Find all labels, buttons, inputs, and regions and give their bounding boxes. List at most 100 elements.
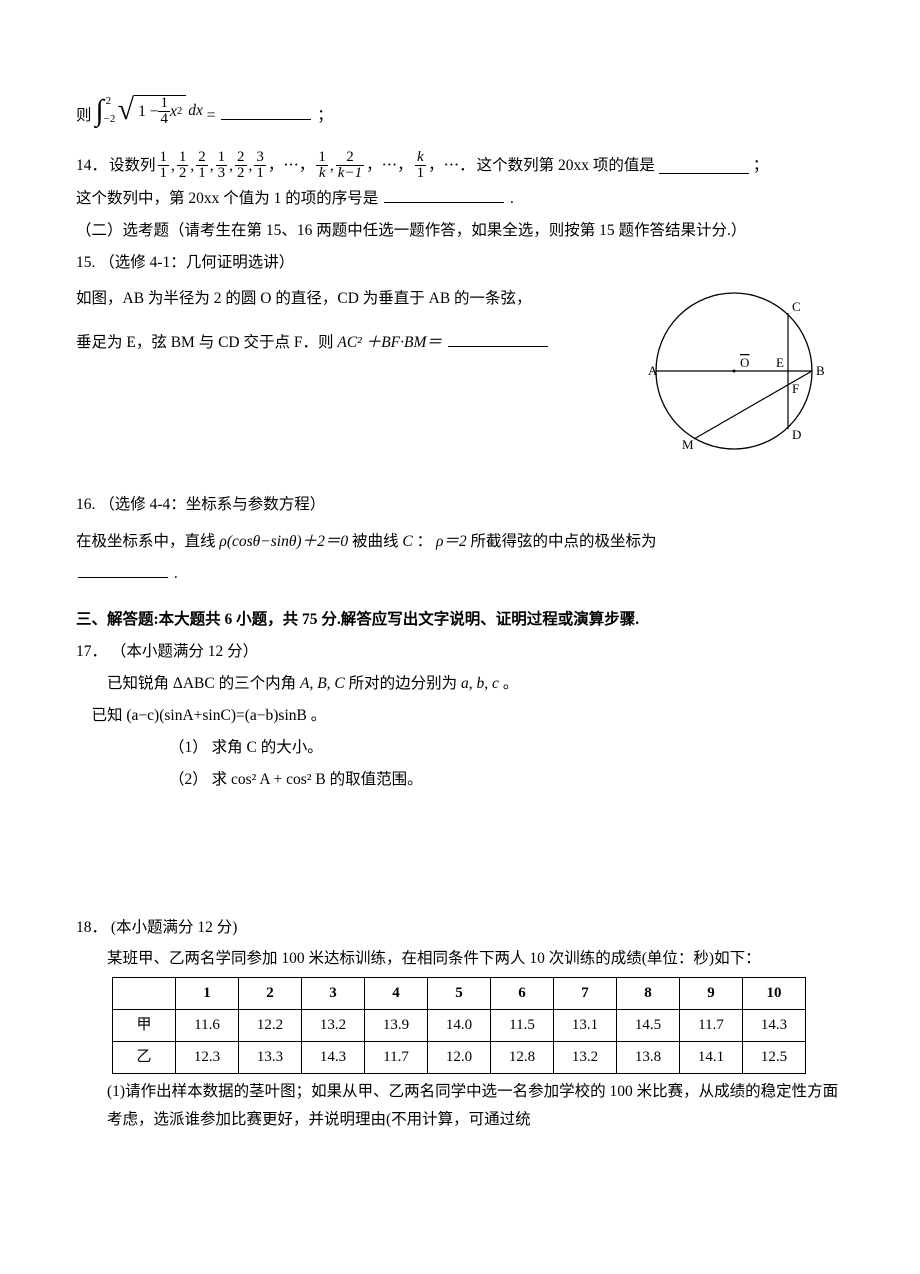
- q17-p2-expr: cos² A + cos² B: [231, 771, 330, 788]
- q15-body2: 垂足为 E，弦 BM 与 CD 交于点 F．则 AC² ＋BF·BM＝: [76, 329, 614, 357]
- frac-den: 4: [158, 112, 170, 127]
- row-label: 甲: [113, 1010, 176, 1042]
- answer-blank[interactable]: [448, 330, 548, 347]
- int-upper: 2: [106, 92, 112, 112]
- q17-part1: （1） 求角 C 的大小。: [76, 734, 844, 762]
- q14-line2-text: 这个数列中，第 20xx 个值为 1 的项的序号是: [76, 190, 378, 207]
- answer-blank[interactable]: [221, 104, 311, 121]
- q16-body: 在极坐标系中，直线 ρ(cosθ−sinθ)＋2＝0 被曲线 C ： ρ＝2 所…: [76, 528, 844, 556]
- dots: ，⋯．: [428, 152, 475, 180]
- dx: dx: [188, 97, 203, 125]
- integral-limits: 2 −2: [104, 96, 118, 126]
- seq-frac: 21: [196, 150, 208, 181]
- q17-l1-pre: 已知锐角: [107, 675, 169, 692]
- cell: 13.3: [239, 1042, 302, 1074]
- th: 5: [428, 978, 491, 1010]
- section-b-note: （二）选考题（请考生在第 15、16 两题中任选一题作答，如果全选，则按第 15…: [76, 217, 844, 245]
- seq-frac: 22: [235, 150, 247, 181]
- q16-subtitle: （选修 4-4：坐标系与参数方程）: [99, 496, 325, 513]
- q17-pts: （本小题满分 12 分）: [111, 643, 258, 660]
- cell: 12.3: [176, 1042, 239, 1074]
- q13-line: 则 ∫ 2 −2 √ 1 − 1 4 x2 dx = ；: [76, 84, 844, 138]
- q16-c: C: [402, 533, 412, 550]
- q17-abc: A, B, C: [300, 675, 345, 692]
- q15-diagram: A B C D E F M O: [624, 281, 844, 471]
- seq-frac: 13: [216, 150, 228, 181]
- q18-table: 1 2 3 4 5 6 7 8 9 10 甲 11.6 12.2 13.2 13…: [112, 977, 806, 1074]
- th: 7: [554, 978, 617, 1010]
- q13-prefix: 则: [76, 107, 92, 124]
- th: 9: [680, 978, 743, 1010]
- label-o: O: [740, 355, 749, 370]
- label-e: E: [776, 355, 784, 370]
- cell: 14.1: [680, 1042, 743, 1074]
- row-label: 乙: [113, 1042, 176, 1074]
- cell: 11.7: [365, 1042, 428, 1074]
- label-f: F: [792, 381, 799, 396]
- dots: ，⋯，: [268, 152, 315, 180]
- q18-pts: (本小题满分 12 分): [111, 919, 238, 936]
- sqrt-body: 1 − 1 4 x2: [134, 95, 186, 127]
- q15-number: 15.: [76, 254, 95, 271]
- answer-blank[interactable]: [659, 157, 749, 174]
- eq-sign: =: [207, 107, 220, 124]
- th: 3: [302, 978, 365, 1010]
- seq-frac: 31: [254, 150, 266, 181]
- answer-blank[interactable]: [78, 562, 168, 579]
- q16-mid: 被曲线: [352, 533, 402, 550]
- q15-expr: AC² ＋BF·BM＝: [337, 334, 442, 351]
- cell: 14.5: [617, 1010, 680, 1042]
- dots: ，⋯，: [366, 152, 413, 180]
- q17-line1: 已知锐角 ΔABC 的三个内角 A, B, C 所对的边分别为 a, b, c …: [76, 670, 844, 698]
- q15-body1: 如图，AB 为半径为 2 的圆 O 的直径，CD 为垂直于 AB 的一条弦，: [76, 285, 614, 313]
- q17-line2: 已知 (a−c)(sinA+sinC)=(a−b)sinB 。: [76, 702, 844, 730]
- radical-icon: √: [118, 95, 134, 127]
- seq-frac: 2k−1: [336, 150, 364, 181]
- q16-suffix: .: [174, 565, 178, 582]
- q17-p2-post: 的取值范围。: [330, 771, 423, 788]
- x-var: x: [170, 98, 177, 126]
- answer-blank[interactable]: [384, 187, 504, 204]
- q16-blank-line: .: [76, 560, 844, 588]
- q14-lead: 设数列: [109, 152, 156, 180]
- q15-text: 如图，AB 为半径为 2 的圆 O 的直径，CD 为垂直于 AB 的一条弦， 垂…: [76, 281, 614, 361]
- label-a: A: [648, 363, 658, 378]
- q17-l2-pre: 已知: [92, 707, 123, 724]
- cell: 14.3: [302, 1042, 365, 1074]
- q17-l2-end: 。: [311, 707, 327, 724]
- cell: 14.0: [428, 1010, 491, 1042]
- sqrt-expr: √ 1 − 1 4 x2: [118, 95, 187, 127]
- th: 4: [365, 978, 428, 1010]
- label-c: C: [792, 299, 801, 314]
- q13-suffix: ；: [317, 107, 333, 124]
- table-header-row: 1 2 3 4 5 6 7 8 9 10: [113, 978, 806, 1010]
- seq-frac: k1: [415, 150, 427, 181]
- th: 6: [491, 978, 554, 1010]
- x-sup: 2: [177, 102, 182, 122]
- q14-tail1: 这个数列第 20xx 项的值是: [477, 152, 655, 180]
- cell: 13.1: [554, 1010, 617, 1042]
- int-lower: −2: [104, 110, 116, 130]
- q16-number: 16.: [76, 496, 95, 513]
- th: 1: [176, 978, 239, 1010]
- q17-tri: ΔABC: [173, 675, 215, 692]
- th: 8: [617, 978, 680, 1010]
- cell: 13.9: [365, 1010, 428, 1042]
- q17-part2: （2） 求 cos² A + cos² B 的取值范围。: [76, 766, 844, 794]
- q18-number: 18．: [76, 919, 107, 936]
- table-row: 乙 12.3 13.3 14.3 11.7 12.0 12.8 13.2 13.…: [113, 1042, 806, 1074]
- q16-pre: 在极坐标系中，直线: [76, 533, 219, 550]
- cell: 14.3: [743, 1010, 806, 1042]
- q17-sides: a, b, c: [461, 675, 499, 692]
- label-d: D: [792, 427, 801, 442]
- cell: 13.2: [302, 1010, 365, 1042]
- q17-l2-expr: (a−c)(sinA+sinC)=(a−b)sinB: [126, 707, 306, 724]
- label-b: B: [816, 363, 825, 378]
- q17-number: 17．: [76, 643, 107, 660]
- q17-p2-pre: （2） 求: [169, 771, 227, 788]
- period: .: [510, 190, 514, 207]
- cell: 11.5: [491, 1010, 554, 1042]
- frac-num: 1: [158, 96, 170, 112]
- q15-title: 15. （选修 4-1：几何证明选讲）: [76, 249, 844, 277]
- semicolon: ；: [753, 152, 769, 180]
